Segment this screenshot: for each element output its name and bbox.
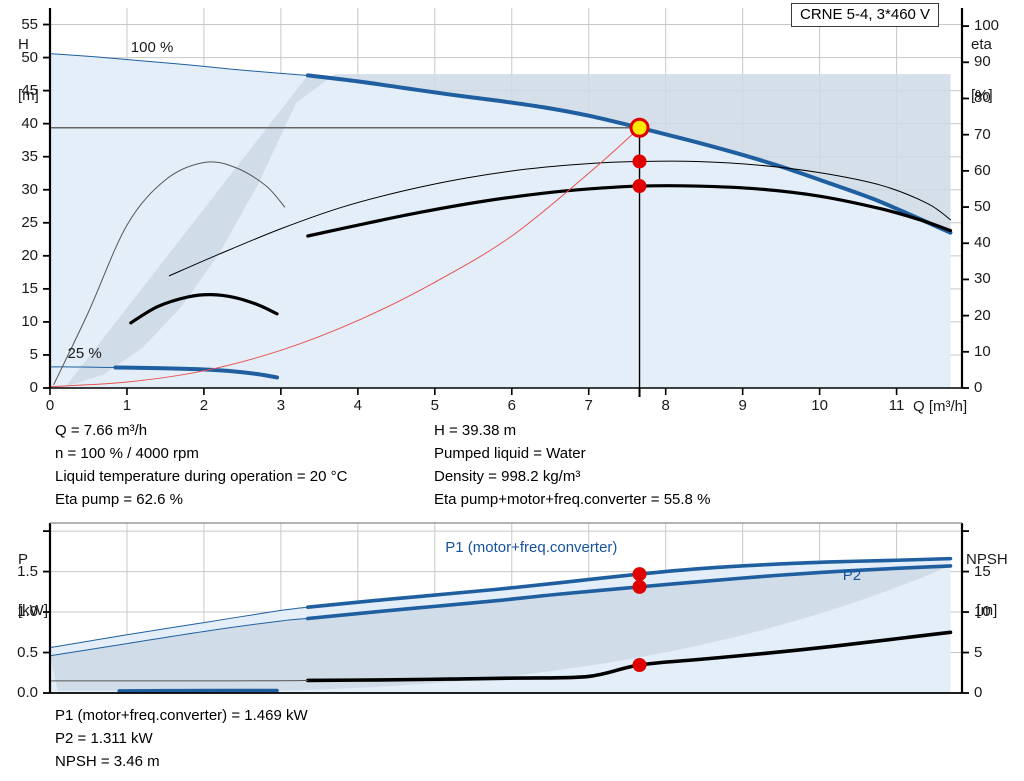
q-tick-label: 4 [353,397,363,414]
p-axis-title: P [18,551,29,568]
eta-tick-label: 10 [974,342,991,360]
q-axis-title: Q [m³/h] [913,398,968,415]
h-axis-unit: [m] [18,87,39,104]
npsh-tick-label: 0 [974,684,983,701]
info-npsh: NPSH = 3.46 m [55,753,160,770]
p1-curve-label: P1 (motor+freq.converter) [445,538,618,556]
info-temp: Liquid temperature during operation = 20… [55,468,348,485]
q-tick-label: 10 [811,397,828,414]
eta-axis-unit: [%] [971,87,993,104]
eta-axis-title-unit: eta [%] [971,2,996,138]
eta-tick-label: 50 [974,198,991,216]
npsh-tick-label: 5 [974,643,983,661]
p-axis-title-unit: P [kW] [18,517,48,653]
q-tick-label: 8 [661,397,670,414]
eta-tick-label: 100 [974,17,1000,35]
npsh-axis-title-unit: NPSH [m] [966,517,1008,653]
h-tick-label: 35 [21,147,38,165]
eta-tick-label: 40 [974,234,991,252]
eta-tick-label: 0 [974,379,983,396]
q-tick-label: 7 [584,397,593,414]
h-tick-label: 20 [21,246,38,264]
info-p1: P1 (motor+freq.converter) = 1.469 kW [55,707,308,724]
q-tick-label: 2 [199,397,209,414]
q-tick-label: 6 [507,397,516,414]
model-title-box: CRNE 5-4, 3*460 V [791,3,940,27]
q-tick-label: 9 [738,397,747,414]
h-axis-title: H [18,36,29,53]
npsh-tick-label: 15 [974,562,991,580]
q-tick-label: 1 [122,397,132,414]
p-axis-unit: [kW] [18,602,48,619]
info-density: Density = 998.2 kg/m³ [434,468,581,485]
eta-tick-label: 20 [974,306,991,324]
eta-tick-label: 80 [974,89,991,107]
info-eta-pump: Eta pump = 62.6 % [55,491,183,508]
h-tick-label: 50 [21,48,38,66]
info-liquid: Pumped liquid = Water [434,445,586,462]
npsh-axis-unit: [m] [976,602,998,619]
h-tick-label: 25 [21,213,38,231]
q-tick-label: 5 [430,397,439,414]
h-tick-label: 40 [21,114,38,132]
info-q: Q = 7.66 m³/h [55,422,148,439]
eta-axis-title: eta [971,36,992,53]
p-tick-label: 0.0 [17,684,38,701]
eta-tick-label: 70 [974,125,991,143]
eta-tick-label: 60 [974,161,991,179]
p2-curve-label: P2 [842,567,862,585]
h-tick-label: 5 [29,345,38,363]
h-tick-label: 30 [21,180,38,198]
h-tick-label: 10 [21,312,38,330]
h-tick-label: 55 [21,15,38,33]
q-tick-label: 0 [45,397,55,414]
info-eta-total: Eta pump+motor+freq.converter = 55.8 % [434,491,711,508]
npsh-tick-label: 10 [974,603,991,621]
q-tick-label: 11 [888,397,905,414]
npsh-axis-title: NPSH [966,551,1008,568]
p-tick-label: 1.5 [17,562,38,580]
info-h: H = 39.38 m [434,422,517,439]
eta-tick-label: 30 [974,270,991,288]
q-tick-label: 3 [276,397,286,414]
h-tick-label: 0 [29,379,38,396]
p-tick-label: 0.5 [17,643,38,661]
annotation-25-percent: 25 % [67,344,102,362]
info-p2: P2 = 1.311 kW [55,730,153,747]
h-tick-label: 45 [21,81,38,99]
p-tick-label: 1.0 [17,603,38,621]
power-chart-canvas [43,522,969,694]
h-tick-label: 15 [21,279,38,297]
head-chart-canvas [43,8,969,397]
h-axis-title-unit: H [m] [18,2,43,138]
info-speed: n = 100 % / 4000 rpm [55,445,199,462]
annotation-100-percent: 100 % [130,38,174,56]
eta-tick-label: 90 [974,53,991,71]
